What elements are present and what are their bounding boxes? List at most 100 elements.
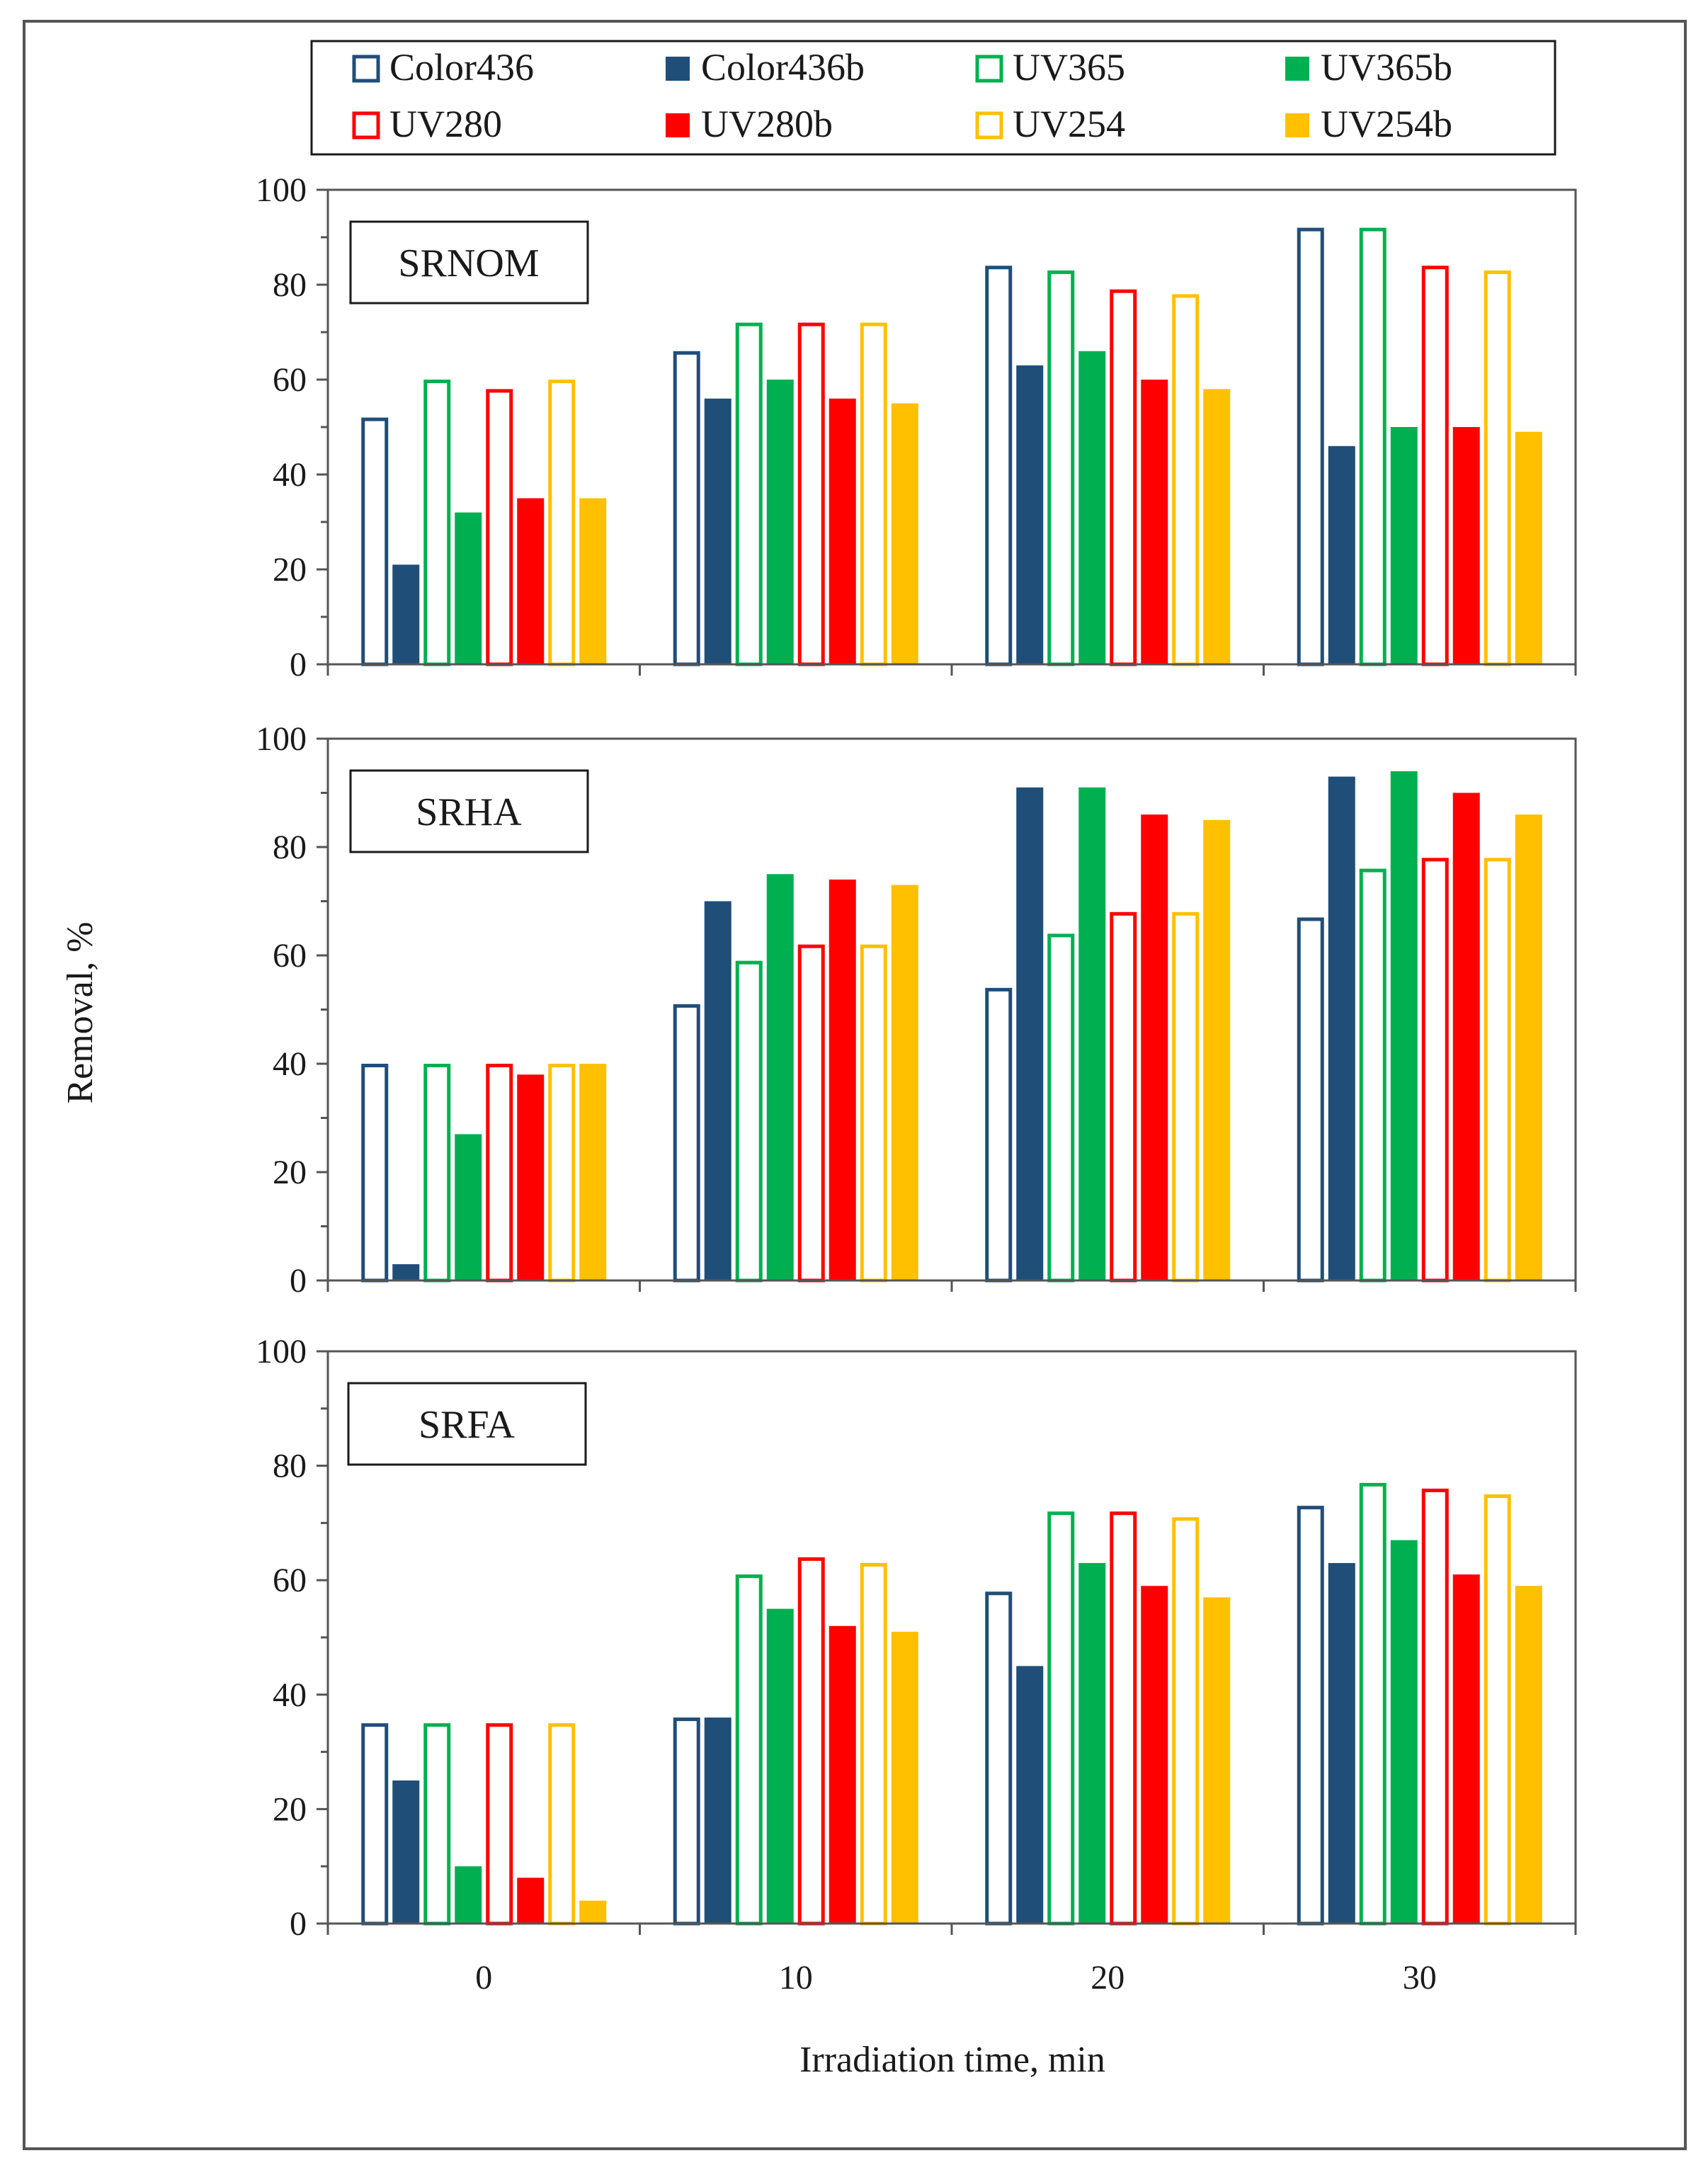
bar-srnom-uv254-t10 <box>860 322 887 666</box>
legend-label-uv254b: UV254b <box>1321 103 1452 145</box>
bar-srfa-uv280-t20 <box>1110 1511 1137 1926</box>
bar-srnom-uv254-t20 <box>1172 294 1200 666</box>
panel-label: SRNOM <box>398 242 539 285</box>
bar-srfa-color436b-t20 <box>1016 1666 1044 1924</box>
panel-frame <box>328 737 1577 1280</box>
bar-srnom-uv365-t20 <box>1047 270 1075 666</box>
bar-srha-color436b-t30 <box>1328 776 1355 1280</box>
bar-srha-uv280-t20 <box>1110 911 1137 1283</box>
y-tick-label: 20 <box>273 551 307 589</box>
bar-srha-uv280b-t30 <box>1452 793 1480 1280</box>
bar-srnom-color436-t20 <box>985 266 1013 666</box>
panel-frame <box>328 1350 1577 1924</box>
y-tick-label: 40 <box>273 456 307 494</box>
bar-srha-uv365b-t10 <box>766 874 794 1280</box>
bar-srnom-uv280-t20 <box>1110 289 1137 666</box>
y-tick-label: 40 <box>273 1045 307 1083</box>
bar-srnom-uv365-t30 <box>1359 227 1387 666</box>
bar-srfa-color436-t20 <box>985 1591 1013 1926</box>
x-tick-label: 0 <box>475 1959 492 1996</box>
bar-srnom-uv365b-t30 <box>1390 427 1418 664</box>
panel-frame <box>328 188 1577 664</box>
legend: Color436 Color436b UV365 UV365b UV280 UV280b U… <box>310 40 1556 156</box>
legend-label-color436b: Color436b <box>701 46 865 89</box>
legend-swatch-color436 <box>352 55 380 83</box>
bar-srnom-color436b-t10 <box>704 398 731 664</box>
bar-srha-uv365-t0 <box>423 1064 451 1283</box>
y-tick-label: 60 <box>273 361 307 399</box>
bar-srnom-color436-t30 <box>1297 227 1324 666</box>
bar-srha-uv254b-t10 <box>891 885 918 1280</box>
panel-srfa: 0 20 40 60 80 100 SRFA <box>256 1333 1577 1943</box>
legend-label-color436: Color436 <box>389 46 534 89</box>
bar-srfa-uv254b-t10 <box>891 1631 918 1924</box>
bar-srfa-uv254-t0 <box>548 1723 576 1926</box>
y-tick-label: 100 <box>256 1333 307 1370</box>
bar-srnom-uv280b-t20 <box>1141 380 1168 664</box>
bar-srfa-uv254b-t20 <box>1203 1597 1231 1924</box>
bar-srfa-color436-t30 <box>1297 1506 1324 1926</box>
bar-srfa-color436b-t30 <box>1328 1562 1355 1924</box>
bar-srha-uv254b-t20 <box>1203 819 1231 1280</box>
bar-srha-color436-t0 <box>361 1064 389 1283</box>
bar-srnom-uv254b-t0 <box>579 498 607 664</box>
y-tick-label: 20 <box>273 1790 307 1828</box>
bar-srha-uv280b-t20 <box>1141 814 1168 1280</box>
bar-srha-uv365b-t30 <box>1390 771 1418 1280</box>
legend-swatch-uv365 <box>975 55 1003 83</box>
x-axis-title: Irradiation time, min <box>799 2040 1105 2080</box>
bar-srfa-uv254b-t30 <box>1515 1586 1542 1924</box>
bar-srfa-uv280b-t10 <box>829 1625 856 1924</box>
legend-label-uv280: UV280 <box>389 103 502 145</box>
bar-srha-color436b-t0 <box>392 1264 420 1280</box>
y-axis-title: Removal, % <box>60 921 101 1103</box>
bar-srha-uv280-t10 <box>797 944 825 1283</box>
y-tick-label: 100 <box>256 720 307 758</box>
bar-srnom-color436b-t30 <box>1328 445 1355 664</box>
bar-srfa-uv280b-t30 <box>1452 1574 1480 1924</box>
bar-srnom-uv280-t30 <box>1421 266 1449 666</box>
bar-srnom-color436-t0 <box>361 417 389 666</box>
bar-srfa-uv365-t20 <box>1047 1511 1075 1926</box>
legend-swatch-uv254b <box>1285 113 1309 137</box>
y-tick-label: 100 <box>256 171 307 209</box>
bar-srnom-uv280-t10 <box>797 322 825 666</box>
bar-srha-uv365b-t20 <box>1078 787 1106 1280</box>
panel-label-box <box>349 220 589 305</box>
bar-srnom-color436-t10 <box>673 351 700 666</box>
figure-border <box>23 20 1687 2150</box>
bar-srfa-color436-t10 <box>673 1717 700 1926</box>
bar-srha-uv254b-t30 <box>1515 814 1542 1280</box>
bar-srnom-uv280-t0 <box>486 389 513 666</box>
panel-srha: 0 20 40 60 80 100 SRHA <box>256 720 1577 1300</box>
bar-srha-color436-t20 <box>985 987 1013 1283</box>
legend-swatch-uv254 <box>975 111 1003 140</box>
legend-box <box>310 40 1556 156</box>
bar-srfa-uv365-t0 <box>423 1723 451 1926</box>
bar-srnom-uv365b-t0 <box>455 512 482 664</box>
bar-srfa-uv280-t0 <box>486 1723 513 1926</box>
bar-srha-uv365b-t0 <box>455 1134 482 1280</box>
bar-srfa-uv365b-t20 <box>1078 1562 1106 1924</box>
bar-srfa-color436b-t0 <box>392 1780 420 1924</box>
bar-srfa-uv365b-t30 <box>1390 1540 1418 1924</box>
legend-label-uv365: UV365 <box>1013 46 1125 89</box>
bar-srha-uv365-t10 <box>735 960 763 1283</box>
panel-label-box <box>347 1382 587 1466</box>
bar-srnom-uv365b-t20 <box>1078 351 1106 664</box>
x-tick-label: 20 <box>1091 1959 1125 1996</box>
bar-srnom-uv254b-t30 <box>1515 431 1542 664</box>
y-tick-label: 60 <box>273 1562 307 1599</box>
y-tick-label: 0 <box>290 1262 307 1300</box>
y-tick-label: 60 <box>273 937 307 975</box>
panel-label-box <box>349 769 589 853</box>
bar-srha-uv280b-t0 <box>517 1074 545 1280</box>
bar-srha-color436-t10 <box>673 1004 700 1283</box>
y-tick-label: 0 <box>290 646 307 683</box>
bar-srfa-color436b-t10 <box>704 1717 731 1924</box>
y-tick-label: 40 <box>273 1676 307 1714</box>
y-tick-label: 80 <box>273 1448 307 1485</box>
bar-srnom-uv254-t30 <box>1484 270 1511 666</box>
bar-srha-uv254-t10 <box>860 944 887 1283</box>
